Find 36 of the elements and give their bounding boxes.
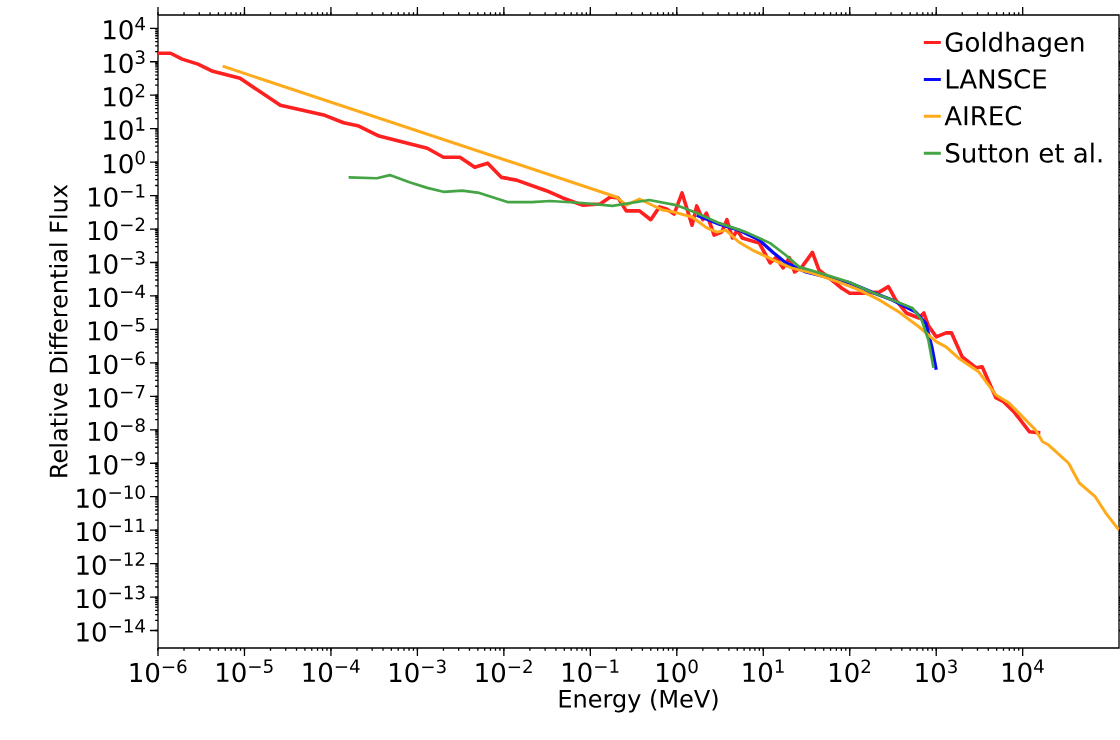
y-tick-label: 10$^{2}$ — [104, 83, 145, 107]
y-tick-label: 10$^{−5}$ — [88, 318, 145, 341]
y-tick-label: 10$^{−8}$ — [88, 418, 145, 442]
y-tick-label: 10$^{−12}$ — [77, 552, 145, 576]
y-axis-title: Relative Differential Flux — [49, 184, 68, 477]
y-tick-label: 10$^{−2}$ — [88, 217, 145, 241]
legend-label: AIREC — [944, 105, 1022, 126]
x-tick-label: 10$^{2}$ — [830, 659, 871, 683]
y-tick-label: 10$^{0}$ — [104, 150, 145, 174]
y-tick-label: 10$^{−11}$ — [77, 518, 145, 542]
legend-label: LANSCE — [946, 69, 1047, 89]
x-tick-label: 10$^{−5}$ — [217, 659, 273, 683]
y-tick-label: 10$^{−13}$ — [77, 585, 145, 609]
x-tick-label: 10$^{−3}$ — [390, 659, 446, 683]
y-tick-label: 10$^{−9}$ — [88, 451, 145, 475]
y-tick-label: 10$^{1}$ — [104, 117, 145, 140]
x-tick-label: 10$^{−1}$ — [562, 659, 619, 683]
x-tick-label: 10$^{4}$ — [1002, 659, 1044, 683]
legend-label: Sutton et al. — [946, 142, 1102, 163]
y-tick-label: 10$^{−3}$ — [88, 251, 145, 274]
legend-label: Goldhagen — [945, 31, 1084, 58]
x-tick-label: 10$^{−4}$ — [303, 659, 360, 683]
y-tick-label: 10$^{−6}$ — [88, 351, 145, 375]
x-tick-label: 10$^{−6}$ — [130, 659, 187, 683]
y-tick-label: 10$^{−14}$ — [77, 619, 145, 642]
y-tick-label: 10$^{4}$ — [104, 17, 145, 40]
y-tick-label: 10$^{−7}$ — [88, 385, 145, 408]
y-tick-label: 10$^{−10}$ — [77, 485, 145, 509]
y-tick-label: 10$^{−1}$ — [88, 184, 145, 207]
x-tick-label: 10$^{−2}$ — [476, 659, 532, 683]
y-tick-label: 10$^{3}$ — [104, 50, 145, 74]
x-tick-label: 10$^{0}$ — [657, 659, 698, 683]
x-tick-label: 10$^{3}$ — [916, 659, 957, 683]
y-tick-label: 10$^{−4}$ — [88, 284, 145, 308]
x-tick-label: 10$^{1}$ — [743, 659, 784, 683]
x-axis-title: Energy (MeV) — [559, 689, 718, 713]
